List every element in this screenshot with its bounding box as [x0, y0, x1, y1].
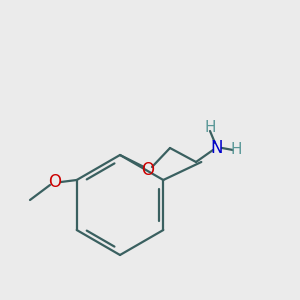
Text: O: O: [142, 161, 154, 179]
Text: H: H: [204, 121, 216, 136]
Text: H: H: [230, 142, 242, 158]
Text: O: O: [49, 173, 62, 191]
Text: N: N: [211, 139, 223, 157]
